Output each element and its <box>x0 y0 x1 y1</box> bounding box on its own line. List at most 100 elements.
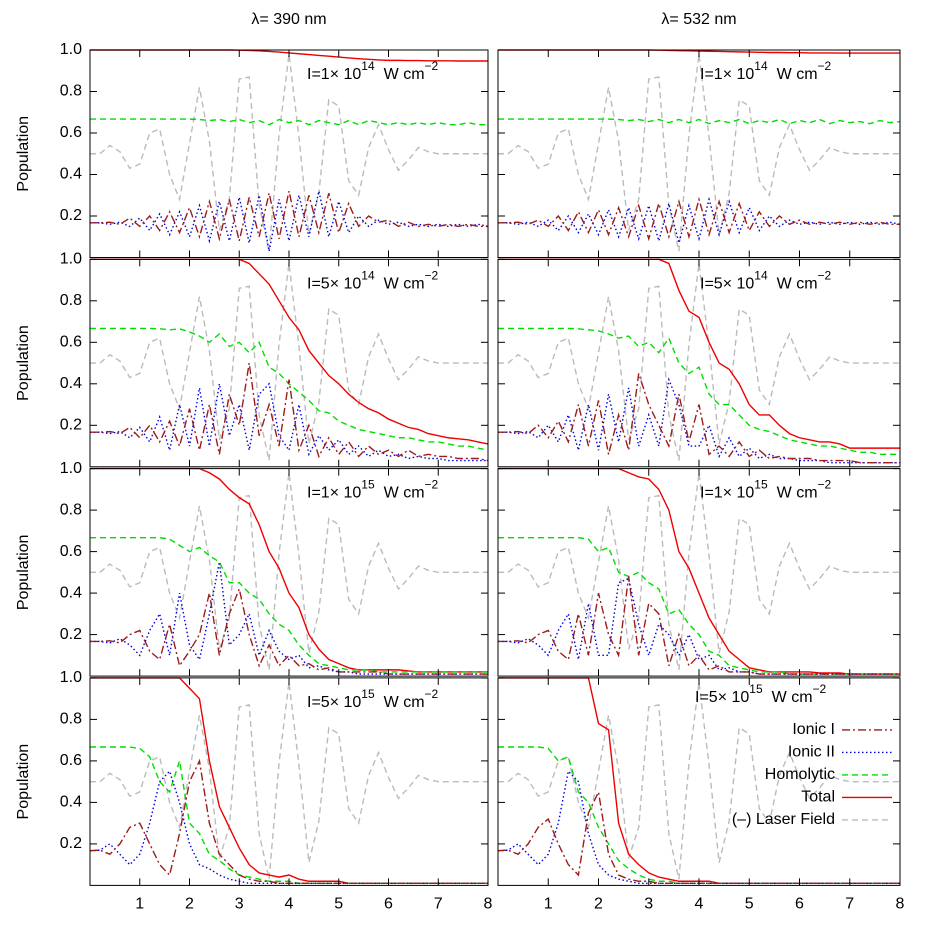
series-line <box>498 377 900 464</box>
intensity-unit-exponent: −2 <box>818 59 832 73</box>
intensity-exponent: 14 <box>754 268 768 282</box>
intensity-unit-exponent: −2 <box>425 478 439 492</box>
intensity-base: I=1× 10 <box>700 66 754 83</box>
y-axis-label: Population <box>15 325 32 401</box>
x-tick-label: 4 <box>695 896 704 913</box>
x-tick-label: 1 <box>544 896 553 913</box>
intensity-label: I=1× 1014 W cm−2 <box>307 59 439 83</box>
intensity-exponent: 15 <box>361 687 375 701</box>
series-line <box>497 769 900 885</box>
y-tick-label: 0.8 <box>60 501 82 518</box>
y-tick-label: 0.2 <box>60 207 82 224</box>
series-line <box>498 577 900 675</box>
intensity-base: I=5× 10 <box>700 276 754 293</box>
intensity-unit: W cm <box>777 276 818 293</box>
plot-frame <box>497 258 901 468</box>
x-tick-label: 7 <box>434 896 443 913</box>
panel: I=5× 1014 W cm−2 <box>497 258 901 468</box>
y-tick-label: 0.2 <box>60 835 82 852</box>
series-line <box>90 190 489 252</box>
series-line <box>497 789 900 885</box>
y-tick-label: 1.0 <box>60 251 82 268</box>
series-line <box>90 746 488 885</box>
y-axis-label: Population <box>15 116 32 192</box>
series-line <box>90 472 488 671</box>
intensity-base: I=1× 10 <box>307 66 361 83</box>
column-title: λ= 532 nm <box>661 11 736 28</box>
intensity-unit-exponent: −2 <box>425 268 439 282</box>
series-line <box>90 382 488 462</box>
series-line <box>90 258 489 445</box>
intensity-unit-exponent: −2 <box>425 687 439 701</box>
intensity-base: I=5× 10 <box>307 276 361 293</box>
plot-frame <box>497 468 901 677</box>
intensity-unit: W cm <box>384 66 425 83</box>
series-line <box>498 373 900 464</box>
legend-label: (–) Laser Field <box>732 811 835 828</box>
column-title: λ= 390 nm <box>251 11 326 28</box>
x-tick-label: 4 <box>285 896 294 913</box>
series-line <box>498 537 900 675</box>
series-line <box>90 681 488 880</box>
intensity-unit: W cm <box>384 485 425 502</box>
panel: 1 2 3 4 5 6 7 8 I=5× 1015 W cm−2 Ionic I Ionic II Ho… <box>497 677 905 913</box>
series-line <box>90 190 488 242</box>
series-line <box>498 677 900 885</box>
intensity-exponent: 14 <box>361 268 375 282</box>
series-line <box>90 327 489 451</box>
panel: Population 0.2 0.4 0.6 0.8 1.0 1 2 3 4 5 6 7 8 I=5× 10… <box>15 669 492 913</box>
panel: I=1× 1015 W cm−2 <box>497 467 901 677</box>
series-line <box>90 561 488 675</box>
series-line <box>498 258 900 449</box>
series-line <box>498 196 900 242</box>
series-line <box>498 118 901 125</box>
intensity-base: I=5× 10 <box>695 689 749 706</box>
x-tick-label: 2 <box>594 896 603 913</box>
legend-label: Ionic I <box>792 721 835 738</box>
panel: λ= 532 nm I=1× 1014 W cm−2 <box>497 11 901 258</box>
intensity-exponent: 15 <box>749 682 763 696</box>
y-tick-label: 0.2 <box>60 626 82 643</box>
x-tick-label: 7 <box>845 896 854 913</box>
plot-frame <box>89 468 489 677</box>
intensity-unit: W cm <box>772 689 813 706</box>
y-tick-label: 0.4 <box>60 375 82 392</box>
plot-frame <box>497 49 901 258</box>
panel: λ= 390 nm Population 0.2 0.4 0.6 0.8 1.0 I=1× 1… <box>15 11 489 258</box>
intensity-unit: W cm <box>777 485 818 502</box>
x-tick-label: 2 <box>185 896 194 913</box>
y-tick-label: 0.8 <box>60 83 82 100</box>
x-tick-label: 8 <box>484 896 493 913</box>
legend-label: Homolytic <box>765 766 835 783</box>
intensity-unit-exponent: −2 <box>818 268 832 282</box>
y-tick-label: 0.6 <box>60 334 82 351</box>
intensity-unit: W cm <box>384 694 425 711</box>
y-tick-label: 0.6 <box>60 124 82 141</box>
x-tick-label: 5 <box>745 896 754 913</box>
series-line <box>90 54 488 252</box>
y-axis-label: Population <box>15 744 32 820</box>
series-line <box>90 118 488 126</box>
intensity-unit-exponent: −2 <box>813 682 827 696</box>
x-tick-label: 3 <box>235 896 244 913</box>
series-line <box>89 769 488 885</box>
y-tick-label: 1.0 <box>60 460 82 477</box>
y-tick-label: 0.8 <box>60 292 82 309</box>
intensity-unit: W cm <box>384 276 425 293</box>
y-tick-label: 1.0 <box>60 669 82 686</box>
intensity-label: I=5× 1014 W cm−2 <box>307 268 439 292</box>
intensity-unit-exponent: −2 <box>818 478 832 492</box>
y-tick-label: 0.6 <box>60 543 82 560</box>
intensity-exponent: 15 <box>754 478 768 492</box>
intensity-label: I=1× 1014 W cm−2 <box>700 59 832 83</box>
plot-frame <box>497 677 901 886</box>
panel: Population 0.2 0.4 0.6 0.8 1.0 I=5× 1014 W cm−2 <box>15 251 489 468</box>
intensity-label: I=5× 1015 W cm−2 <box>307 687 439 711</box>
intensity-base: I=5× 10 <box>307 694 361 711</box>
x-tick-label: 1 <box>135 896 144 913</box>
y-tick-label: 0.4 <box>60 794 82 811</box>
y-axis-label: Population <box>15 535 32 611</box>
intensity-unit-exponent: −2 <box>425 59 439 73</box>
intensity-exponent: 14 <box>754 59 768 73</box>
